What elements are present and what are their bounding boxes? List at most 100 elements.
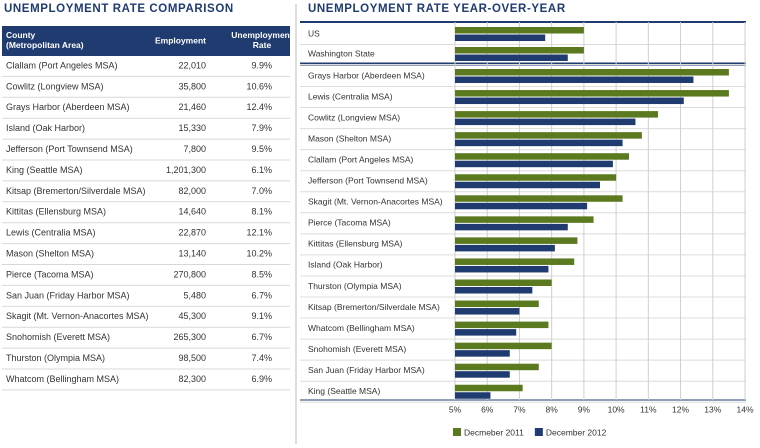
x-tick-label: 10% — [608, 404, 625, 414]
bar — [455, 195, 623, 202]
bar — [455, 392, 491, 399]
bar — [455, 181, 600, 189]
bar — [455, 47, 584, 54]
cell: 6.7% — [251, 332, 272, 342]
bar — [455, 90, 729, 97]
bar — [455, 118, 636, 126]
bar — [455, 216, 594, 223]
cell: Mason (Shelton MSA) — [6, 248, 94, 258]
cell: 270,800 — [173, 269, 206, 279]
category-label: Kittitas (Ellensburg MSA) — [308, 239, 403, 249]
legend-label: December 2012 — [546, 427, 607, 437]
x-tick-label: 8% — [546, 404, 559, 414]
bar — [455, 223, 568, 231]
bar — [455, 265, 549, 273]
cell: 9.9% — [251, 60, 272, 70]
cell: 6.9% — [251, 374, 272, 384]
cell: Jefferson (Port Townsend MSA) — [6, 144, 133, 154]
bar — [455, 384, 523, 392]
bar — [455, 54, 568, 61]
bar — [455, 34, 546, 41]
cell: 14,640 — [178, 207, 206, 217]
legend-swatch — [534, 428, 543, 436]
cell: 7.9% — [251, 123, 272, 133]
category-label: Clallam (Port Angeles MSA) — [308, 154, 414, 164]
cell: Cowlitz (Longview MSA) — [6, 81, 104, 91]
category-label: Jefferson (Port Townsend MSA) — [308, 176, 428, 186]
cell: 1,201,300 — [166, 165, 206, 175]
x-tick-label: 14% — [736, 404, 753, 414]
bar — [455, 160, 613, 168]
bar — [455, 258, 575, 265]
bar — [455, 371, 510, 378]
x-tick-label: 5% — [449, 404, 462, 414]
cell: King (Seattle MSA) — [6, 165, 83, 175]
bar — [455, 300, 539, 308]
bar — [455, 329, 517, 336]
cell: 7,800 — [183, 144, 206, 154]
table-title: UNEMPLOYMENT RATE COMPARISON — [4, 3, 234, 15]
cell: Pierce (Tacoma MSA) — [6, 269, 94, 279]
bar — [455, 321, 549, 329]
cell: 8.1% — [251, 207, 272, 217]
category-label: Mason (Shelton MSA) — [308, 133, 391, 143]
bar — [455, 244, 555, 252]
bar — [455, 27, 584, 34]
cell: 7.0% — [251, 186, 272, 196]
category-label: Kitsap (Bremerton/Silverdale MSA) — [308, 302, 440, 312]
category-label: Thurston (Olympia MSA) — [308, 281, 402, 291]
x-tick-label: 7% — [513, 404, 526, 414]
bar — [455, 363, 539, 371]
cell: Snohomish (Everett MSA) — [6, 332, 110, 342]
cell: 9.5% — [251, 144, 272, 154]
cell: Kittitas (Ellensburg MSA) — [6, 207, 106, 217]
category-label: Washington State — [308, 48, 375, 58]
header-cell: County (Metropolitan Area) — [6, 30, 84, 50]
cell: 12.1% — [246, 228, 272, 238]
cell: 12.4% — [246, 102, 272, 112]
bar — [455, 76, 694, 83]
cell: 35,800 — [178, 81, 206, 91]
header-cell: Employment — [155, 35, 206, 45]
category-label: Snohomish (Everett MSA) — [308, 344, 406, 354]
x-tick-label: 13% — [704, 404, 721, 414]
bar — [455, 202, 588, 210]
cell: Lewis (Centralia MSA) — [6, 228, 96, 238]
bar — [455, 287, 533, 294]
bar — [455, 279, 552, 286]
x-tick-label: 12% — [672, 404, 689, 414]
cell: San Juan (Friday Harbor MSA) — [6, 290, 130, 300]
cell: 6.1% — [251, 165, 272, 175]
cell: 22,870 — [178, 228, 206, 238]
cell: 9.1% — [251, 311, 272, 321]
bar — [455, 69, 729, 76]
legend-swatch — [453, 428, 461, 436]
bar — [455, 111, 658, 118]
cell: 15,330 — [178, 123, 206, 133]
cell: 22,010 — [178, 60, 206, 70]
category-label: Lewis (Centralia MSA) — [308, 91, 393, 101]
cell: Clallam (Port Angeles MSA) — [6, 60, 118, 70]
legend-label: Decmeber 2011 — [464, 427, 524, 437]
cell: 21,460 — [178, 102, 206, 112]
header-cell: Unemployment Rate — [231, 30, 293, 50]
bar — [455, 153, 629, 160]
bar — [455, 97, 684, 105]
category-label: Grays Harbor (Aberdeen MSA) — [308, 70, 425, 80]
bar — [455, 132, 642, 139]
cell: Whatcom (Bellingham MSA) — [6, 374, 119, 384]
cell: 82,000 — [178, 186, 206, 196]
category-label: King (Seattle MSA) — [308, 386, 380, 396]
category-label: Island (Oak Harbor) — [308, 260, 383, 270]
cell: Skagit (Mt. Vernon-Anacortes MSA) — [6, 311, 149, 321]
cell: 8.5% — [251, 269, 272, 279]
category-label: US — [308, 28, 320, 38]
cell: Grays Harbor (Aberdeen MSA) — [6, 102, 130, 112]
cell: 265,300 — [173, 332, 206, 342]
cell: Kitsap (Bremerton/Silverdale MSA) — [6, 186, 146, 196]
cell: 7.4% — [251, 353, 272, 363]
x-tick-label: 11% — [640, 404, 657, 414]
category-label: San Juan (Friday Harbor MSA) — [308, 365, 425, 375]
bar — [455, 237, 578, 244]
